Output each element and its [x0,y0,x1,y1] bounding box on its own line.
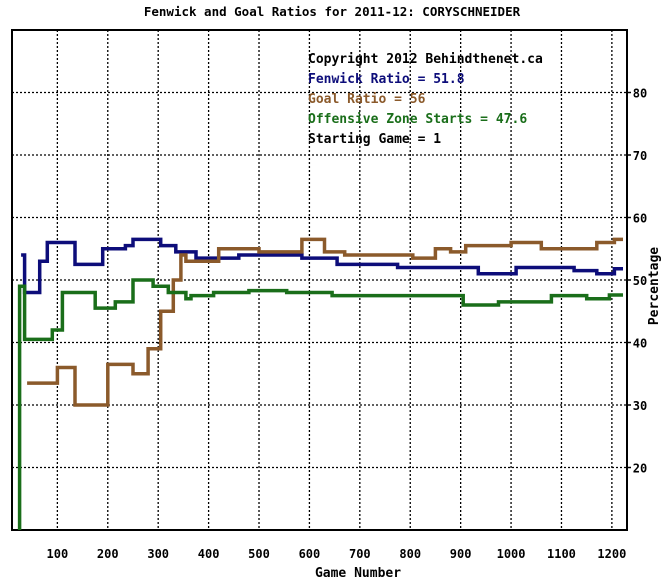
y-axis-label: Percentage [647,247,662,325]
start-annotation: Starting Game = 1 [308,132,441,147]
y-tick-label: 30 [633,399,647,413]
series-line-ozs [17,278,623,530]
x-tick-label: 300 [147,547,169,561]
x-tick-label: 600 [299,547,321,561]
y-tick-label: 80 [633,87,647,101]
series-line-goal [27,237,623,407]
y-tick-label: 50 [633,274,647,288]
copyright-annotation: Copyright 2012 Behindthenet.ca [308,52,543,67]
y-tick-label: 60 [633,212,647,226]
x-tick-label: 900 [450,547,472,561]
annotations: Copyright 2012 Behindthenet.ca Fenwick R… [308,52,543,147]
x-tick-label: 100 [47,547,69,561]
y-tick-label: 20 [633,462,647,476]
chart-title: Fenwick and Goal Ratios for 2011-12: COR… [144,4,521,19]
grid [12,30,631,530]
y-tick-label: 70 [633,149,647,163]
y-tick-label: 40 [633,337,647,351]
series-lines [17,237,623,530]
x-tick-label: 800 [399,547,421,561]
x-tick-label: 200 [97,547,119,561]
series-line-fenwick [21,237,623,295]
ozs-annotation: Offensive Zone Starts = 47.6 [308,112,527,127]
x-tick-label: 500 [248,547,270,561]
x-tick-label: 700 [349,547,371,561]
x-axis-label: Game Number [315,566,401,580]
x-tick-label: 1000 [497,547,526,561]
x-tick-label: 1100 [547,547,576,561]
fenwick-annotation: Fenwick Ratio = 51.8 [308,72,465,87]
tick-labels: 100 200 300 400 500 600 700 800 900 1000 1100 1200 2… [47,87,648,562]
x-tick-label: 1200 [597,547,626,561]
goal-annotation: Goal Ratio = 56 [308,92,426,107]
x-tick-label: 400 [198,547,220,561]
